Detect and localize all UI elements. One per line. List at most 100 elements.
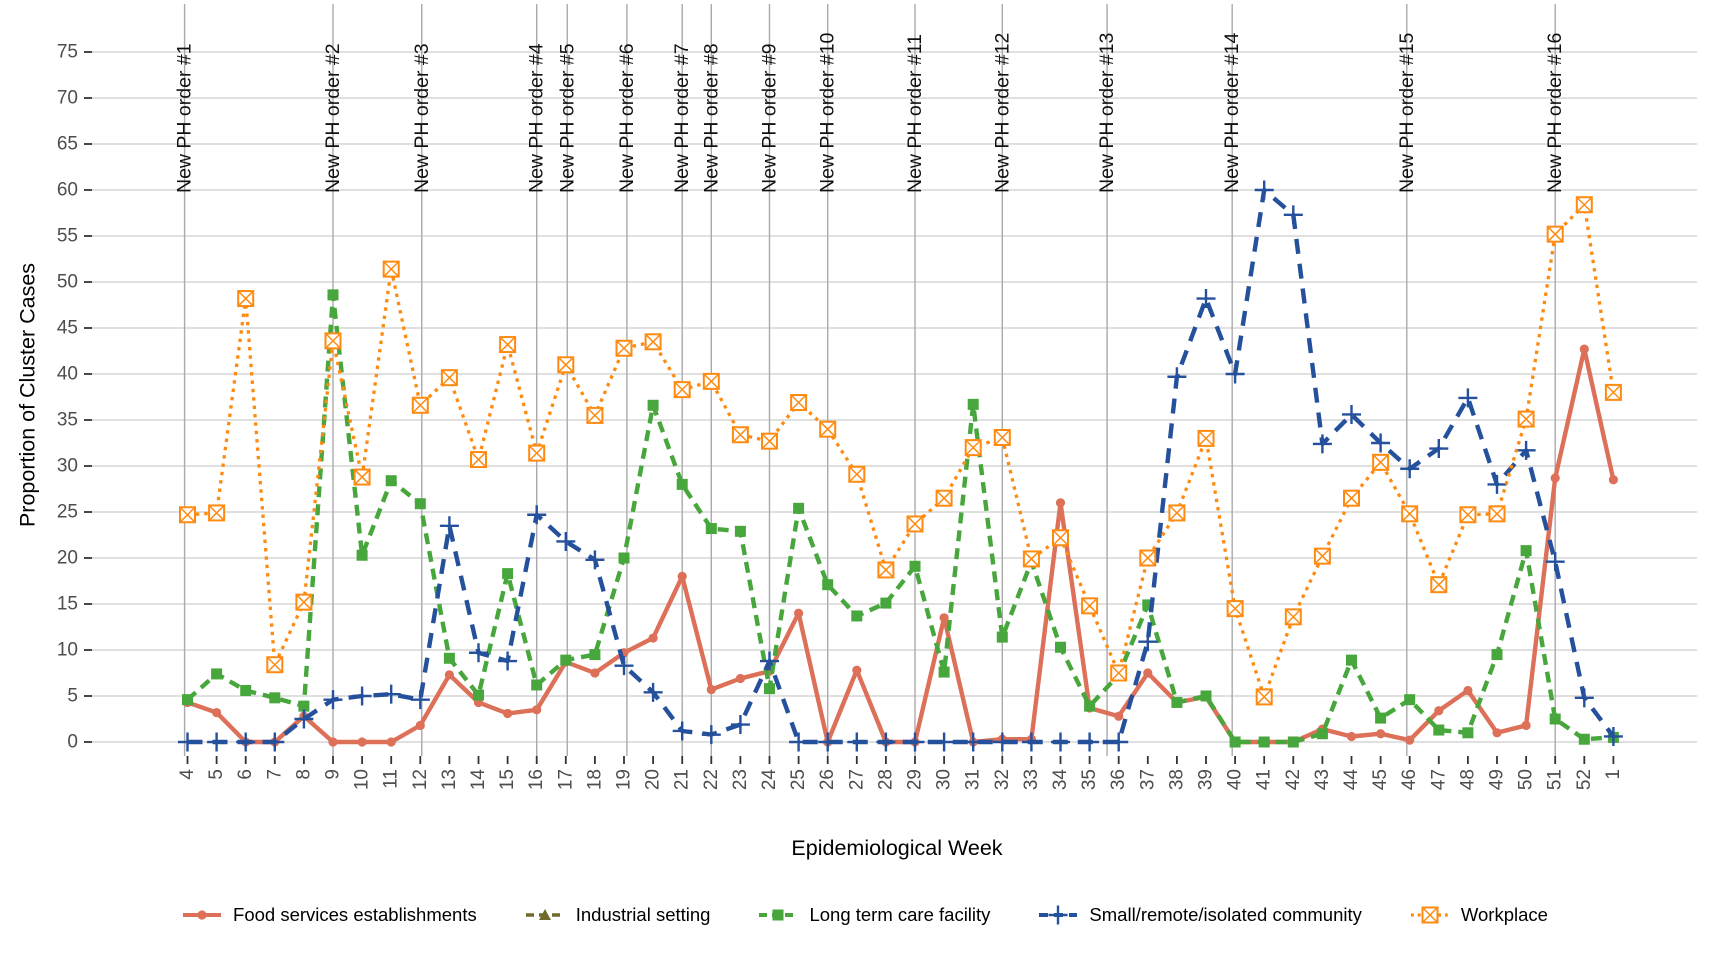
small-remote-isolated-community-marker <box>1342 404 1361 424</box>
workplace-marker-x <box>441 369 458 386</box>
workplace-marker-x <box>1459 506 1476 523</box>
food-services-establishments-marker <box>677 571 687 582</box>
x-tick-label: 40 <box>1225 769 1246 790</box>
small-remote-isolated-community-marker <box>323 690 343 710</box>
x-tick-label: 17 <box>555 769 576 790</box>
food-services-establishments-marker <box>939 613 949 623</box>
small-remote-isolated-community-marker <box>1254 180 1274 200</box>
legend-key-workplace <box>1410 906 1449 924</box>
ph-order-label: New PH order #11 <box>904 34 926 193</box>
legend-food-services-establishments-marker <box>197 910 207 920</box>
small-remote-isolated-community-marker <box>1400 459 1420 479</box>
small-remote-isolated-community-marker <box>876 732 896 752</box>
small-remote-isolated-community-marker <box>614 656 634 676</box>
legend-label-food-services-establishments: Food services establishments <box>233 904 477 925</box>
workplace-marker-x <box>470 451 487 468</box>
small-remote-isolated-community-marker <box>1196 289 1216 309</box>
long-term-care-facility-marker <box>996 631 1008 643</box>
legend-long-term-care-facility-marker <box>772 909 784 921</box>
ph-order-label: New PH order #4 <box>526 43 548 193</box>
small-remote-isolated-community-marker <box>760 651 779 671</box>
long-term-care-facility-marker <box>764 683 775 695</box>
small-remote-isolated-community-marker <box>643 682 663 702</box>
legend-industrial-setting-marker <box>538 909 551 920</box>
y-axis-title: Proportion of Cluster Cases <box>15 262 40 528</box>
food-services-establishments-marker <box>1055 498 1066 508</box>
long-term-care-facility-marker <box>385 475 397 487</box>
small-remote-isolated-community-marker <box>439 516 459 536</box>
x-tick-label: 21 <box>672 769 693 790</box>
ph-order-label: New PH order #6 <box>616 43 638 193</box>
long-term-care-facility-marker <box>1055 641 1066 653</box>
x-tick-label: 7 <box>264 769 285 780</box>
small-remote-isolated-community-marker <box>1138 632 1158 652</box>
legend-item-small-remote-isolated-community: Small/remote/isolated community <box>1036 903 1362 927</box>
workplace-marker-x <box>790 394 807 411</box>
workplace-marker-x <box>1401 505 1418 522</box>
x-tick-label: 51 <box>1545 769 1566 790</box>
long-term-care-facility-marker <box>327 289 339 301</box>
workplace-marker-x <box>1547 226 1564 243</box>
small-remote-isolated-community-marker <box>1458 388 1478 408</box>
workplace-marker-x <box>732 426 749 443</box>
ph-order-label: New PH order #13 <box>1096 33 1118 193</box>
x-tick-label: 44 <box>1341 769 1362 791</box>
long-term-care-facility-marker <box>269 692 281 704</box>
workplace-marker-x <box>586 407 603 424</box>
legend-key-industrial-setting <box>525 909 564 920</box>
small-remote-isolated-community-marker <box>1487 474 1507 494</box>
x-tick-label: 1 <box>1603 769 1624 780</box>
small-remote-isolated-community-marker <box>847 732 867 752</box>
small-remote-isolated-community-marker <box>730 715 750 735</box>
workplace-marker-x <box>1430 576 1447 593</box>
ph-order-label: New PH order #9 <box>759 43 781 193</box>
food-services-establishments-marker <box>1463 685 1473 696</box>
long-term-care-facility-marker <box>414 498 426 510</box>
workplace-marker-x <box>557 356 574 373</box>
x-tick-label: 4 <box>177 769 198 780</box>
workplace-marker-x <box>1256 688 1273 705</box>
small-remote-isolated-community-marker <box>352 686 372 706</box>
ph-order-label: New PH order #2 <box>322 43 344 193</box>
long-term-care-facility-marker <box>443 652 455 664</box>
small-remote-isolated-community-line <box>187 187 1616 745</box>
legend-workplace-marker-x <box>1421 906 1438 924</box>
long-term-care-facility-marker <box>1200 690 1212 702</box>
small-remote-isolated-community-marker <box>1603 726 1623 746</box>
workplace-marker-x <box>645 333 662 350</box>
ph-order-label: New PH order #1 <box>174 43 196 193</box>
workplace-marker-x <box>994 429 1011 446</box>
workplace-marker-x <box>324 332 342 349</box>
x-tick-label: 24 <box>759 769 780 791</box>
y-tick-label: 20 <box>57 548 78 569</box>
long-term-care-facility-marker <box>1287 736 1299 748</box>
small-remote-isolated-community-marker <box>410 690 430 710</box>
long-term-care-facility-marker <box>211 668 223 680</box>
x-tick-label: 12 <box>410 769 431 790</box>
small-remote-isolated-community-marker <box>381 684 401 704</box>
long-term-care-facility-marker <box>1491 649 1503 661</box>
food-services-establishments-marker <box>590 668 600 678</box>
workplace-marker-x <box>761 433 778 450</box>
small-remote-isolated-community-marker <box>1109 732 1129 752</box>
workplace-marker-x <box>1081 597 1098 614</box>
small-remote-isolated-community-marker <box>934 732 954 752</box>
food-services-establishments-marker <box>1376 729 1386 739</box>
x-tick-label: 13 <box>439 769 460 790</box>
legend-item-long-term-care-facility: Long term care facility <box>756 903 990 927</box>
y-tick-label: 75 <box>57 42 78 63</box>
y-tick-label: 0 <box>67 732 78 753</box>
x-tick-label: 10 <box>352 769 373 790</box>
workplace-marker-x <box>965 439 982 456</box>
legend-label-small-remote-isolated-community: Small/remote/isolated community <box>1089 904 1362 925</box>
workplace-marker-x <box>237 290 254 307</box>
workplace-marker-x <box>1139 549 1156 567</box>
small-remote-isolated-community-marker <box>265 732 285 752</box>
y-tick-label: 15 <box>57 594 78 615</box>
workplace-marker-x <box>1052 529 1069 546</box>
long-term-care-facility-marker <box>793 502 805 514</box>
x-tick-label: 49 <box>1487 769 1508 790</box>
x-tick-label: 23 <box>730 769 751 790</box>
long-term-care-facility-marker <box>589 649 601 661</box>
